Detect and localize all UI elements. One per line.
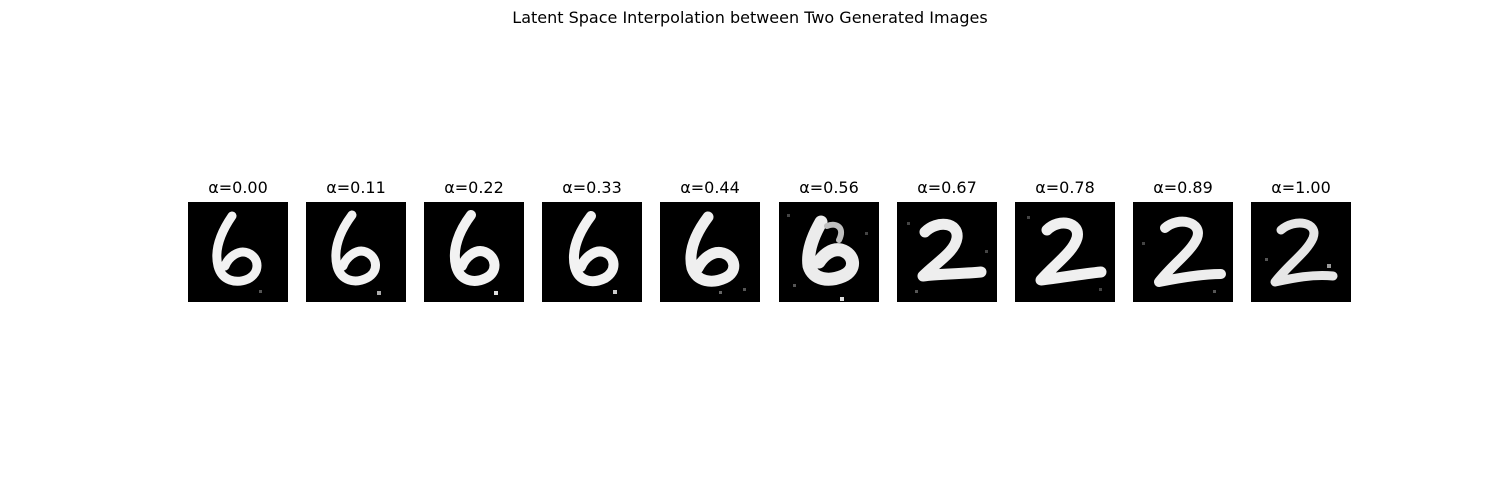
alpha-label: α=0.67 <box>917 178 977 197</box>
interpolation-panel-8: α=0.89 <box>1133 178 1233 302</box>
alpha-label: α=0.78 <box>1035 178 1095 197</box>
generated-digit-image <box>306 202 406 302</box>
generated-digit-image <box>1251 202 1351 302</box>
generated-digit-image <box>424 202 524 302</box>
generated-digit-image <box>542 202 642 302</box>
digit-six-image <box>424 202 524 302</box>
alpha-label: α=0.56 <box>799 178 859 197</box>
interpolation-panel-3: α=0.33 <box>542 178 642 302</box>
digit-six-image <box>188 202 288 302</box>
digit-two-image <box>1015 202 1115 302</box>
digit-two-image <box>1251 202 1351 302</box>
generated-digit-image <box>897 202 997 302</box>
generated-digit-image <box>1133 202 1233 302</box>
figure-title: Latent Space Interpolation between Two G… <box>512 8 988 27</box>
generated-digit-image <box>188 202 288 302</box>
interpolation-panel-7: α=0.78 <box>1015 178 1115 302</box>
alpha-label: α=0.89 <box>1153 178 1213 197</box>
digit-two-image <box>1133 202 1233 302</box>
digit-two-image <box>897 202 997 302</box>
interpolation-panel-0: α=0.00 <box>188 178 288 302</box>
alpha-label: α=0.00 <box>208 178 268 197</box>
interpolation-panel-5: α=0.56 <box>779 178 879 302</box>
digit-six-image <box>542 202 642 302</box>
generated-digit-image <box>779 202 879 302</box>
alpha-label: α=0.11 <box>326 178 386 197</box>
alpha-label: α=0.33 <box>562 178 622 197</box>
generated-digit-image <box>660 202 760 302</box>
interpolation-panel-4: α=0.44 <box>660 178 760 302</box>
digit-morph-image <box>779 202 879 302</box>
interpolation-panel-9: α=1.00 <box>1251 178 1351 302</box>
interpolation-panel-2: α=0.22 <box>424 178 524 302</box>
interpolation-panel-6: α=0.67 <box>897 178 997 302</box>
digit-six-image <box>660 202 760 302</box>
alpha-label: α=1.00 <box>1271 178 1331 197</box>
digit-six-image <box>306 202 406 302</box>
generated-digit-image <box>1015 202 1115 302</box>
interpolation-panel-1: α=0.11 <box>306 178 406 302</box>
alpha-label: α=0.44 <box>680 178 740 197</box>
alpha-label: α=0.22 <box>444 178 504 197</box>
